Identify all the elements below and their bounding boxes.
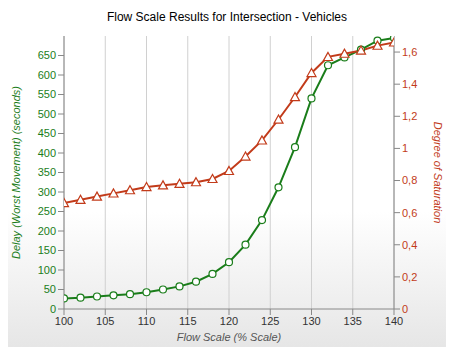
svg-text:0,8: 0,8 xyxy=(402,174,417,186)
svg-text:250: 250 xyxy=(38,205,56,217)
svg-text:500: 500 xyxy=(38,108,56,120)
svg-text:1: 1 xyxy=(402,142,408,154)
svg-text:Flow Scale (% Scale): Flow Scale (% Scale) xyxy=(177,331,282,343)
svg-text:Degree of Saturation: Degree of Saturation xyxy=(432,122,444,224)
svg-text:0,4: 0,4 xyxy=(402,239,417,251)
svg-text:0,6: 0,6 xyxy=(402,207,417,219)
svg-text:110: 110 xyxy=(138,315,156,327)
svg-text:550: 550 xyxy=(38,88,56,100)
svg-text:0: 0 xyxy=(402,303,408,315)
html-text:Flow Scale Results for Interse: Flow Scale Results for Intersection - Ve… xyxy=(106,10,347,24)
svg-text:100: 100 xyxy=(55,315,73,327)
svg-text:1,2: 1,2 xyxy=(402,110,417,122)
svg-text:105: 105 xyxy=(96,315,114,327)
svg-text:125: 125 xyxy=(261,315,279,327)
svg-text:Delay (Worst Movement) (second: Delay (Worst Movement) (seconds) xyxy=(10,86,22,259)
svg-text:1,4: 1,4 xyxy=(402,78,417,90)
svg-text:300: 300 xyxy=(38,186,56,198)
svg-text:600: 600 xyxy=(38,69,56,81)
svg-text:130: 130 xyxy=(302,315,320,327)
svg-text:1,6: 1,6 xyxy=(402,46,417,58)
svg-text:115: 115 xyxy=(179,315,197,327)
svg-text:50: 50 xyxy=(44,283,56,295)
svg-text:400: 400 xyxy=(38,147,56,159)
svg-text:135: 135 xyxy=(344,315,362,327)
svg-text:140: 140 xyxy=(385,315,403,327)
svg-text:450: 450 xyxy=(38,127,56,139)
svg-text:120: 120 xyxy=(220,315,238,327)
svg-text:650: 650 xyxy=(38,49,56,61)
svg-text:350: 350 xyxy=(38,166,56,178)
svg-text:0,2: 0,2 xyxy=(402,271,417,283)
svg-text:150: 150 xyxy=(38,244,56,256)
svg-text:0: 0 xyxy=(50,303,56,315)
svg-text:200: 200 xyxy=(38,225,56,237)
svg-text:100: 100 xyxy=(38,264,56,276)
